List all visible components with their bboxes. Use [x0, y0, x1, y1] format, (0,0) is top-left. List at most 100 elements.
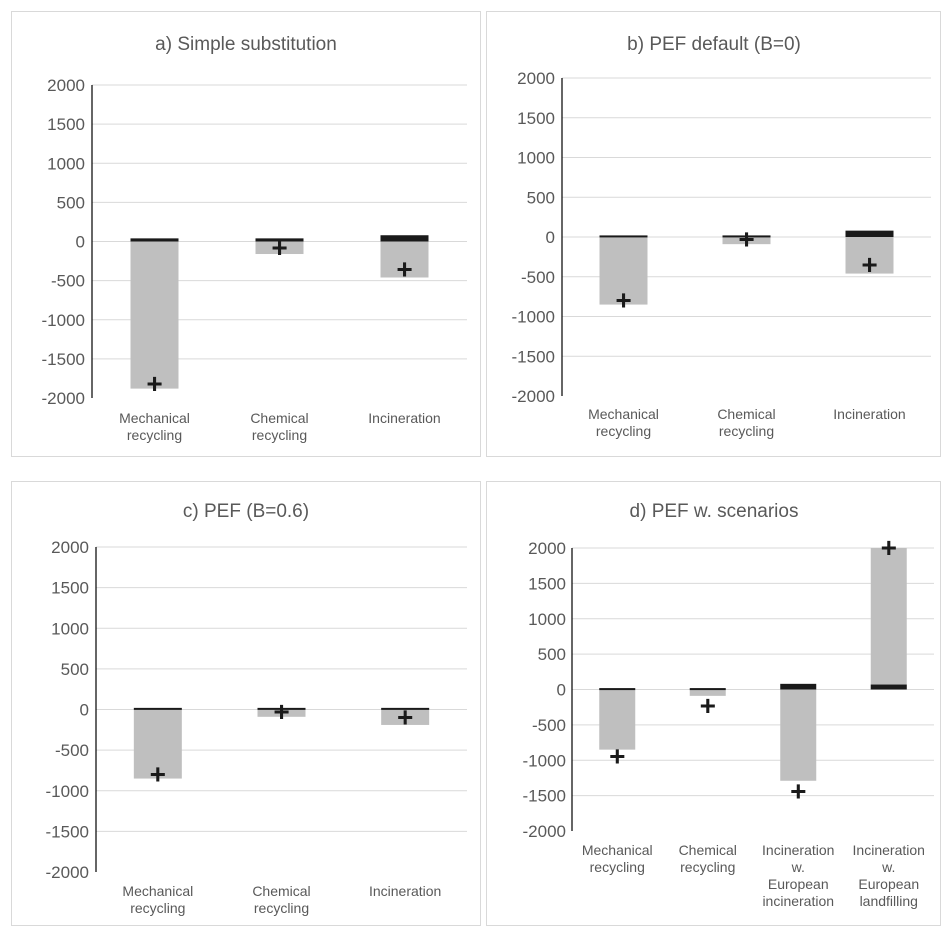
chart-d-svg: d) PEF w. scenarios 2000 1500 1000 500 0 -500 -…: [523, 501, 934, 909]
chart-panel-c: c) PEF (B=0.6) 2000 1500 1000 500 0 -500 -1000 -…: [11, 481, 481, 926]
chart-c-ytick-label: 500: [61, 660, 89, 679]
chart-d-net-marker: +: [790, 775, 806, 806]
chart-c-bar-dark: [133, 707, 182, 710]
chart-b-bar-dark: [722, 235, 771, 238]
chart-c-category-label: Mechanical recycling: [122, 883, 193, 916]
chart-d-ytick-label: 500: [538, 645, 566, 664]
chart-d-category-label: Incineration w. European landfilling: [853, 842, 925, 909]
chart-b-net-marker: +: [861, 249, 877, 280]
chart-a-ytick-label: 2000: [47, 76, 85, 95]
chart-b-ytick-label: -2000: [512, 387, 555, 406]
chart-d-ytick-label: 1500: [528, 574, 566, 593]
chart-c-net-marker: +: [397, 702, 413, 733]
chart-c-bar-grey: [133, 709, 182, 779]
chart-a-bar-grey: [255, 241, 304, 255]
chart-c-ytick-label: -2000: [46, 863, 89, 882]
chart-c-bar-grey: [381, 709, 430, 725]
chart-c-category-label: Chemical recycling: [252, 883, 310, 916]
chart-panel-a: a) Simple substitution 2000 1500 1000 500 0 -5…: [11, 11, 481, 457]
chart-a-net-marker: +: [146, 368, 162, 399]
chart-b-ytick-label: 2000: [517, 69, 555, 88]
chart-b-net-marker: +: [615, 285, 631, 316]
chart-b-bar-grey: [599, 237, 648, 305]
chart-a-category-label: Incineration: [368, 410, 440, 426]
chart-c-category-label: Incineration: [369, 883, 441, 899]
chart-a-svg: a) Simple substitution 2000 1500 1000 500 0 -5…: [42, 34, 467, 443]
chart-b-ytick-label: -500: [521, 268, 555, 287]
chart-a-category-label: Mechanical recycling: [119, 410, 190, 443]
chart-c-ytick-label: 0: [80, 701, 89, 720]
chart-d-bar-grey: [689, 689, 726, 696]
chart-a-ytick-label: 500: [57, 193, 85, 212]
chart-a-bar-grey: [130, 241, 179, 389]
chart-d-ytick-label: -1000: [523, 751, 566, 770]
chart-d-ytick-label: 0: [557, 681, 566, 700]
chart-c-bar-dark: [381, 707, 430, 710]
chart-a-ytick-label: -2000: [42, 389, 85, 408]
chart-d-net-marker: +: [881, 532, 897, 563]
chart-a-bar-dark: [130, 238, 179, 242]
chart-d-ytick-label: -2000: [523, 822, 566, 841]
chart-a-ytick-label: 1500: [47, 115, 85, 134]
chart-d-category-label: Chemical recycling: [679, 842, 737, 875]
chart-d-net-marker: +: [609, 741, 625, 772]
chart-b-category-label: Mechanical recycling: [588, 406, 659, 439]
chart-a-bar-grey: [380, 241, 429, 278]
chart-b-net-marker: +: [738, 223, 754, 254]
chart-a-bar-dark: [380, 235, 429, 242]
chart-d-bar-dark: [599, 688, 636, 691]
chart-b-ytick-label: 1000: [517, 149, 555, 168]
chart-d-ytick-label: -500: [532, 716, 566, 735]
chart-c-net-marker: +: [273, 696, 289, 727]
chart-d-ytick-label: -1500: [523, 787, 566, 806]
chart-c-ytick-label: 1000: [51, 619, 89, 638]
chart-b-ytick-label: -1000: [512, 308, 555, 327]
chart-d-ytick-label: 2000: [528, 539, 566, 558]
chart-d-category-label: Mechanical recycling: [582, 842, 653, 875]
chart-d-bar-dark: [780, 683, 817, 690]
chart-a-title: a) Simple substitution: [155, 34, 337, 55]
chart-b-category-label: Incineration: [833, 406, 905, 422]
chart-b-svg: b) PEF default (B=0) 2000 1500 1000 500 0 -500…: [512, 34, 931, 439]
chart-c-ytick-label: -1500: [46, 822, 89, 841]
chart-c-net-marker: +: [150, 759, 166, 790]
chart-b-category-label: Chemical recycling: [717, 406, 775, 439]
chart-c-ytick-label: 1500: [51, 579, 89, 598]
chart-b-ytick-label: -1500: [512, 347, 555, 366]
chart-a-ytick-label: -500: [51, 272, 85, 291]
chart-a-ytick-label: -1500: [42, 350, 85, 369]
chart-a-net-marker: +: [271, 232, 287, 263]
chart-d-ytick-label: 1000: [528, 610, 566, 629]
chart-d-net-marker: +: [700, 690, 716, 721]
chart-b-title: b) PEF default (B=0): [627, 34, 801, 55]
chart-b-bar-grey: [845, 237, 894, 274]
chart-b-ytick-label: 1500: [517, 109, 555, 128]
chart-a-net-marker: +: [396, 254, 412, 285]
chart-c-title: c) PEF (B=0.6): [183, 501, 309, 522]
chart-a-category-label: Chemical recycling: [250, 410, 308, 443]
chart-b-ytick-label: 0: [546, 228, 555, 247]
chart-b-bar-dark: [599, 235, 648, 238]
chart-a-bar-dark: [255, 238, 304, 242]
chart-a-ytick-label: 1000: [47, 154, 85, 173]
chart-c-bar-grey: [257, 709, 306, 717]
chart-c-ytick-label: -500: [55, 741, 89, 760]
chart-c-ytick-label: 2000: [51, 538, 89, 557]
chart-d-bar-dark: [689, 688, 726, 691]
chart-b-ytick-label: 500: [527, 188, 555, 207]
chart-a-ytick-label: 0: [76, 233, 85, 252]
chart-d-bar-grey: [870, 548, 907, 690]
chart-b-bar-grey: [722, 237, 771, 245]
chart-panel-d: d) PEF w. scenarios 2000 1500 1000 500 0 -500 -…: [486, 481, 941, 926]
chart-d-bar-dark: [870, 684, 907, 690]
chart-c-ytick-label: -1000: [46, 782, 89, 801]
chart-d-category-label: Incineration w. European incineration: [762, 842, 834, 909]
chart-c-svg: c) PEF (B=0.6) 2000 1500 1000 500 0 -500 -1000 -…: [46, 501, 467, 916]
chart-c-bar-dark: [257, 707, 306, 710]
chart-d-bar-grey: [780, 689, 817, 781]
chart-b-bar-dark: [845, 230, 894, 237]
chart-d-title: d) PEF w. scenarios: [630, 501, 799, 522]
chart-d-bar-grey: [599, 689, 636, 750]
chart-a-ytick-label: -1000: [42, 311, 85, 330]
chart-panel-b: b) PEF default (B=0) 2000 1500 1000 500 0 -500…: [486, 11, 941, 457]
